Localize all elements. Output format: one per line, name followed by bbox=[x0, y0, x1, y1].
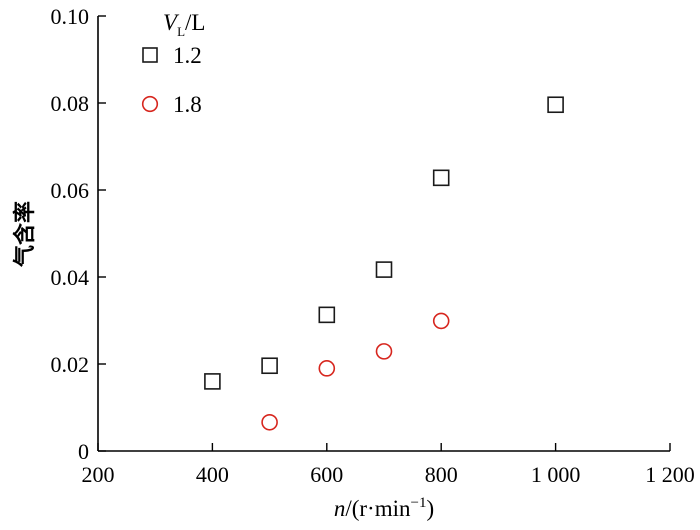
legend-title-unit: /L bbox=[185, 10, 205, 35]
x-tick-label: 1 000 bbox=[531, 462, 581, 487]
x-axis-unit-close: ) bbox=[426, 496, 434, 521]
data-point-circle bbox=[261, 413, 278, 431]
y-ticks: 0 0.02 0.04 0.06 0.08 0.10 bbox=[51, 4, 106, 464]
y-tick-label: 0.08 bbox=[51, 91, 90, 116]
legend-title-var: V bbox=[163, 10, 180, 35]
legend-label-2: 1.8 bbox=[173, 92, 202, 117]
x-tick-label: 800 bbox=[425, 462, 458, 487]
data-point-square bbox=[547, 96, 564, 114]
x-tick-label: 600 bbox=[310, 462, 343, 487]
data-point-circle bbox=[375, 343, 393, 360]
data-point-square bbox=[375, 261, 393, 278]
y-tick-label: 0.06 bbox=[51, 178, 90, 203]
y-axis-title: 气含率 bbox=[12, 201, 38, 268]
x-axis-var: n bbox=[334, 496, 346, 521]
data-point-square bbox=[204, 373, 221, 390]
data-point-square bbox=[261, 357, 278, 375]
data-point-square bbox=[318, 306, 336, 324]
x-axis-unit-sup: −1 bbox=[411, 495, 427, 511]
data-markers bbox=[204, 96, 564, 431]
y-tick-label: 0.04 bbox=[51, 265, 90, 290]
x-tick-label: 1 200 bbox=[645, 462, 695, 487]
legend: VL/L 1.2 1.8 bbox=[141, 10, 205, 117]
x-axis-unit: /(r·min bbox=[345, 496, 411, 521]
data-point-circle bbox=[432, 312, 450, 330]
legend-marker-square bbox=[142, 47, 158, 63]
y-tick-label: 0.02 bbox=[51, 352, 90, 377]
y-tick-label: 0 bbox=[78, 439, 89, 464]
plot-frame bbox=[97, 16, 670, 452]
x-tick-label: 400 bbox=[196, 462, 229, 487]
data-point-circle bbox=[318, 360, 336, 377]
y-tick-label: 0.10 bbox=[51, 4, 90, 29]
legend-label-1: 1.2 bbox=[173, 43, 202, 68]
legend-title: VL/L bbox=[163, 10, 205, 39]
data-point-square bbox=[432, 169, 450, 187]
legend-title-sub: L bbox=[177, 24, 185, 39]
x-ticks: 200 400 600 800 1 000 1 200 bbox=[82, 443, 695, 487]
x-tick-label: 200 bbox=[82, 462, 115, 487]
x-axis-title: n/(r·min−1) bbox=[334, 495, 434, 521]
legend-marker-circle bbox=[141, 95, 159, 113]
